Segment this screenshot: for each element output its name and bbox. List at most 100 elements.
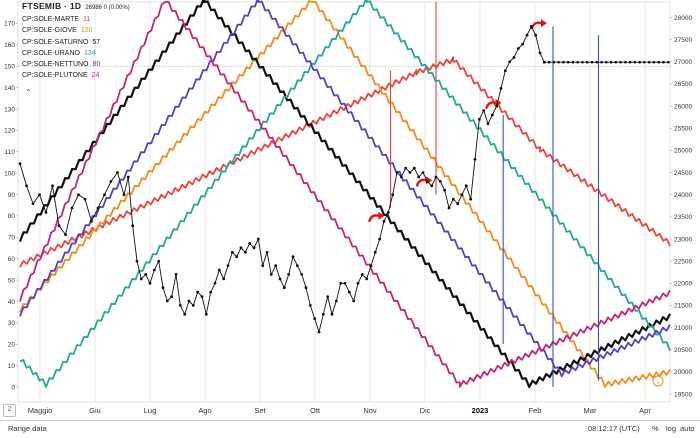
red-arrow-icon bbox=[415, 178, 429, 187]
y-left-tick-label: 60 bbox=[8, 256, 16, 263]
zoom-icon[interactable]: Z bbox=[3, 404, 16, 417]
price-point bbox=[534, 33, 538, 37]
price-point bbox=[152, 268, 156, 272]
price-point bbox=[395, 171, 399, 174]
legend-row[interactable]: CP:SOLE-PLUTONE 24 bbox=[22, 70, 130, 81]
legend-label: CP:SOLE-MARTE bbox=[22, 16, 80, 24]
price-point bbox=[83, 197, 87, 201]
x-tick-label: Nov bbox=[363, 406, 377, 415]
price-point bbox=[44, 211, 48, 214]
price-point bbox=[148, 281, 152, 285]
price-meta: 26986 0 (0.00%) bbox=[85, 5, 130, 11]
price-point bbox=[313, 317, 317, 321]
price-point bbox=[321, 312, 325, 316]
price-point bbox=[412, 166, 416, 170]
x-tick-label: Ott bbox=[310, 406, 321, 415]
price-point bbox=[90, 219, 93, 223]
price-point bbox=[447, 206, 451, 210]
chart-annotations[interactable]: ⌄ bbox=[368, 2, 664, 388]
legend-header: FTSEMIB · 1D 26986 0 (0.00%) bbox=[22, 1, 130, 14]
price-point bbox=[116, 171, 119, 174]
price-point bbox=[343, 281, 347, 285]
legend-value: 57 bbox=[92, 38, 101, 46]
legend-row[interactable]: CP:SOLE-NETTUNO 80 bbox=[22, 59, 130, 70]
x-tick-label: Apr bbox=[639, 406, 651, 415]
price-point bbox=[226, 264, 230, 267]
symbol-label[interactable]: FTSEMIB · 1D bbox=[22, 1, 82, 11]
x-tick-label: Ago bbox=[198, 406, 211, 415]
price-point bbox=[204, 312, 208, 316]
x-tick-label: Dic bbox=[420, 406, 431, 415]
y-left-tick-label: 90 bbox=[8, 192, 16, 199]
price-point bbox=[339, 281, 343, 285]
red-arrow-icon bbox=[368, 214, 381, 223]
log-scale-toggle[interactable]: log bbox=[666, 424, 677, 433]
price-point bbox=[585, 60, 589, 64]
price-point bbox=[365, 277, 369, 281]
price-point bbox=[18, 162, 22, 166]
y-left-tick-label: 30 bbox=[8, 320, 16, 327]
price-point bbox=[317, 330, 321, 334]
price-series bbox=[18, 25, 670, 334]
price-point bbox=[438, 180, 442, 183]
price-point bbox=[386, 211, 390, 214]
y-right-tick-label: 22000 bbox=[674, 281, 692, 288]
legend-row[interactable]: CP:SOLE-MARTE 11 bbox=[22, 14, 130, 25]
indicator-series bbox=[18, 0, 671, 389]
y-right-tick-label: 27000 bbox=[674, 59, 692, 66]
price-point bbox=[508, 60, 512, 64]
legend-label: CP:SOLE-PLUTONE bbox=[22, 72, 88, 80]
price-point bbox=[165, 299, 169, 303]
x-tick-label: Giu bbox=[89, 406, 101, 415]
price-point bbox=[235, 255, 239, 259]
y-left-tick-label: 120 bbox=[4, 128, 15, 135]
series-line-3 bbox=[19, 0, 671, 388]
price-point bbox=[369, 264, 373, 267]
y-right-tick-label: 25500 bbox=[674, 126, 692, 133]
price-point bbox=[352, 299, 356, 303]
price-point bbox=[38, 193, 41, 197]
price-point bbox=[638, 60, 641, 64]
y-left-tick-label: 0 bbox=[11, 384, 15, 391]
price-point bbox=[239, 246, 243, 250]
price-point bbox=[609, 60, 613, 64]
legend-row[interactable]: CP:SOLE-SATURNO 57 bbox=[22, 37, 130, 48]
price-point bbox=[243, 250, 247, 254]
price-point bbox=[135, 259, 139, 263]
price-point bbox=[187, 299, 191, 303]
legend-row[interactable]: CP:SOLE-GIOVE 120 bbox=[22, 25, 130, 36]
price-point bbox=[543, 60, 546, 64]
chevron-down-icon: ⌄ bbox=[655, 378, 661, 386]
price-point bbox=[334, 299, 338, 303]
legend-label: CP:SOLE-NETTUNO bbox=[22, 61, 89, 69]
price-point bbox=[70, 206, 74, 210]
y-left-tick-label: 70 bbox=[8, 235, 16, 242]
price-point bbox=[382, 219, 386, 223]
series-line-5 bbox=[19, 0, 671, 388]
chevron-up-icon[interactable]: ⌃ bbox=[25, 88, 32, 97]
range-data-button[interactable]: Range data bbox=[8, 424, 47, 433]
price-point bbox=[278, 277, 282, 281]
x-tick-label: Mar bbox=[584, 406, 597, 415]
y-left-tick-label: 110 bbox=[5, 149, 16, 156]
price-point bbox=[562, 60, 565, 64]
percent-scale-toggle[interactable]: % bbox=[652, 424, 659, 433]
y-right-tick-label: 21000 bbox=[674, 325, 692, 332]
price-point bbox=[619, 60, 622, 64]
chart-legend: FTSEMIB · 1D 26986 0 (0.00%) CP:SOLE-MART… bbox=[22, 1, 130, 81]
price-point bbox=[667, 60, 670, 64]
price-point bbox=[248, 242, 252, 245]
y-left-tick-label: 10 bbox=[8, 363, 16, 370]
price-point bbox=[529, 25, 533, 28]
y-right-tick-label: 19500 bbox=[674, 391, 692, 398]
y-right-tick-label: 24500 bbox=[674, 170, 692, 177]
legend-row[interactable]: CP:SOLE-URANO 134 bbox=[22, 48, 130, 59]
price-point bbox=[408, 171, 412, 174]
y-right-tick-label: 20500 bbox=[674, 347, 692, 354]
auto-scale-toggle[interactable]: auto bbox=[680, 424, 695, 433]
price-point bbox=[326, 295, 330, 298]
price-point bbox=[256, 237, 260, 241]
price-point bbox=[643, 60, 646, 64]
price-point bbox=[139, 277, 143, 281]
